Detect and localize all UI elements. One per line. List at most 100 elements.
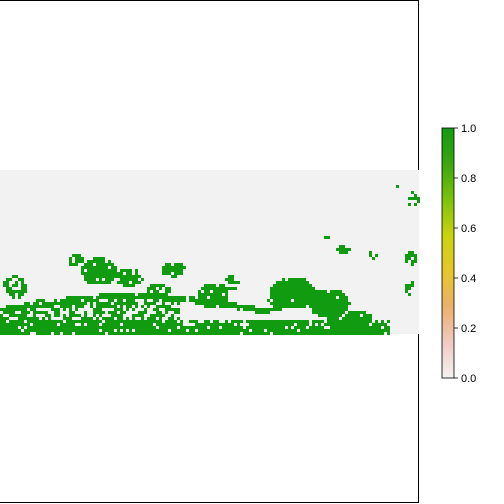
raster-cell: [381, 329, 384, 332]
raster-cell: [153, 299, 156, 302]
raster-cell: [321, 314, 324, 317]
raster-cell: [213, 329, 216, 332]
raster-cell: [189, 296, 192, 299]
raster-cell: [99, 260, 102, 263]
raster-cell: [360, 311, 363, 314]
raster-cell: [12, 314, 15, 317]
raster-cell: [90, 278, 93, 281]
raster-cell: [174, 332, 177, 335]
raster-cell: [12, 326, 15, 329]
raster-cell: [300, 332, 303, 335]
raster-cell: [108, 320, 111, 323]
raster-cell: [69, 308, 72, 311]
raster-cell: [102, 275, 105, 278]
raster-cell: [93, 332, 96, 335]
raster-cell: [336, 293, 339, 296]
raster-cell: [231, 281, 234, 284]
raster-cell: [75, 299, 78, 302]
raster-cell: [9, 320, 12, 323]
raster-cell: [126, 275, 129, 278]
raster-cell: [231, 320, 234, 323]
raster-cell: [96, 311, 99, 314]
raster-cell: [327, 296, 330, 299]
raster-cell: [63, 302, 66, 305]
raster-cell: [324, 296, 327, 299]
raster-cell: [90, 266, 93, 269]
raster-cell: [177, 302, 180, 305]
raster-cell: [21, 317, 24, 320]
raster-cell: [111, 299, 114, 302]
raster-cell: [414, 194, 417, 197]
raster-cell: [171, 299, 174, 302]
raster-cell: [339, 326, 342, 329]
raster-cell: [93, 299, 96, 302]
raster-cell: [273, 287, 276, 290]
raster-cell: [237, 308, 240, 311]
raster-cell: [171, 320, 174, 323]
raster-cell: [333, 308, 336, 311]
raster-cell: [360, 317, 363, 320]
raster-cell: [102, 329, 105, 332]
raster-cell: [339, 311, 342, 314]
raster-cell: [333, 305, 336, 308]
raster-cell: [99, 263, 102, 266]
raster-cell: [195, 302, 198, 305]
raster-cell: [342, 251, 345, 254]
raster-cell: [273, 305, 276, 308]
raster-cell: [345, 323, 348, 326]
raster-cell: [87, 272, 90, 275]
raster-cell: [93, 257, 96, 260]
raster-cell: [168, 323, 171, 326]
raster-cell: [213, 332, 216, 335]
raster-cell: [66, 332, 69, 335]
raster-cell: [339, 245, 342, 248]
raster-cell: [330, 317, 333, 320]
raster-cell: [225, 290, 228, 293]
raster-cell: [234, 287, 237, 290]
raster-cell: [312, 326, 315, 329]
raster-cell: [93, 275, 96, 278]
raster-cell: [339, 323, 342, 326]
raster-cell: [87, 317, 90, 320]
raster-cell: [36, 332, 39, 335]
raster-cell: [369, 317, 372, 320]
raster-cell: [36, 305, 39, 308]
raster-cell: [303, 278, 306, 281]
raster-cell: [312, 320, 315, 323]
raster-cell: [150, 293, 153, 296]
raster-cell: [6, 278, 9, 281]
raster-cell: [411, 284, 414, 287]
raster-cell: [159, 305, 162, 308]
raster-cell: [72, 296, 75, 299]
raster-cell: [225, 302, 228, 305]
raster-cell: [177, 296, 180, 299]
raster-cell: [318, 314, 321, 317]
raster-cell: [66, 296, 69, 299]
raster-cell: [408, 203, 411, 206]
raster-cell: [282, 293, 285, 296]
raster-cell: [15, 281, 18, 284]
raster-cell: [75, 305, 78, 308]
raster-cell: [150, 329, 153, 332]
raster-cell: [117, 281, 120, 284]
raster-cell: [333, 332, 336, 335]
raster-cell: [45, 302, 48, 305]
raster-cell: [204, 320, 207, 323]
raster-cell: [351, 314, 354, 317]
raster-cell: [273, 329, 276, 332]
raster-cell: [141, 296, 144, 299]
raster-cell: [165, 269, 168, 272]
raster-cell: [360, 329, 363, 332]
raster-cell: [306, 281, 309, 284]
raster-cell: [69, 302, 72, 305]
raster-cell: [12, 320, 15, 323]
raster-cell: [126, 269, 129, 272]
raster-cell: [21, 293, 24, 296]
raster-cell: [327, 302, 330, 305]
raster-cell: [135, 332, 138, 335]
raster-cell: [114, 266, 117, 269]
raster-cell: [33, 320, 36, 323]
raster-cell: [324, 323, 327, 326]
raster-cell: [246, 305, 249, 308]
raster-cell: [93, 311, 96, 314]
